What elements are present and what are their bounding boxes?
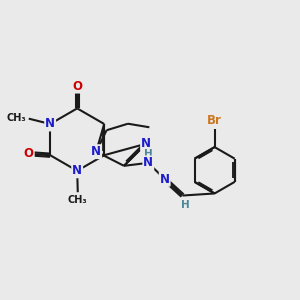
Text: N: N — [160, 173, 170, 186]
Text: O: O — [72, 80, 82, 93]
Text: H: H — [181, 200, 190, 210]
Text: N: N — [91, 145, 101, 158]
Text: O: O — [24, 147, 34, 160]
Text: CH₃: CH₃ — [68, 195, 88, 205]
Text: N: N — [72, 164, 82, 177]
Text: N: N — [143, 156, 153, 169]
Text: H: H — [144, 149, 153, 159]
Text: N: N — [141, 137, 151, 150]
Text: N: N — [45, 118, 55, 130]
Text: CH₃: CH₃ — [6, 113, 26, 123]
Text: Br: Br — [207, 114, 222, 127]
